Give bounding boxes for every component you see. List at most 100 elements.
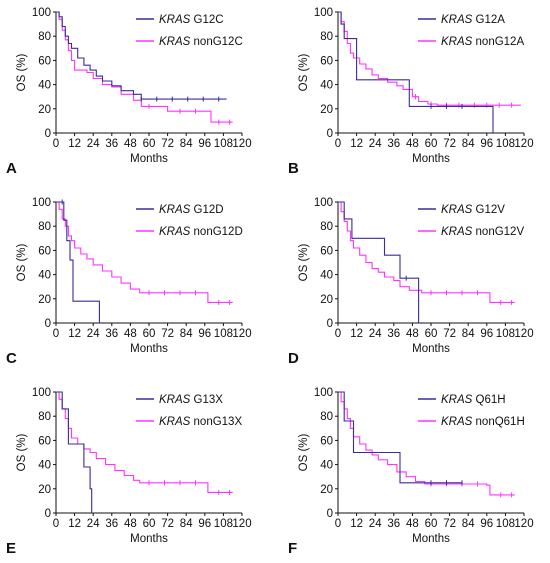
y-tick-label: 60	[320, 55, 333, 67]
y-tick-label: 60	[38, 245, 51, 257]
legend-label: KRAS nonG12C	[159, 36, 243, 48]
x-tick-label: 0	[53, 138, 59, 150]
y-tick-label: 100	[32, 197, 51, 209]
x-tick-label: 108	[214, 518, 233, 530]
x-tick-label: 108	[214, 138, 233, 150]
y-axis-label: OS (%)	[16, 243, 28, 281]
x-tick-label: 12	[350, 518, 363, 530]
x-tick-label: 12	[350, 328, 363, 340]
x-tick-label: 72	[161, 518, 174, 530]
x-tick-label: 72	[161, 328, 174, 340]
x-axis-label: Months	[412, 153, 450, 165]
y-tick-label: 0	[327, 318, 333, 330]
y-tick-label: 0	[327, 128, 333, 140]
km-curve-mutant	[338, 391, 462, 484]
x-tick-label: 84	[462, 138, 475, 150]
x-tick-label: 72	[443, 138, 456, 150]
x-tick-label: 24	[87, 138, 100, 150]
x-tick-label: 24	[87, 328, 100, 340]
legend-label: KRAS nonG13X	[159, 416, 242, 428]
km-curve-non-mutant	[338, 11, 521, 106]
km-curve-non-mutant	[56, 391, 233, 493]
legend-label: KRAS nonQ61H	[441, 416, 525, 428]
y-tick-label: 0	[327, 508, 333, 520]
x-tick-label: 84	[180, 518, 193, 530]
x-tick-label: 108	[496, 328, 515, 340]
panel-label: B	[288, 160, 299, 177]
y-tick-label: 40	[320, 80, 333, 92]
panel-e: 0 20 40 60 80 100 0 12 24 36 48 60 72 84 96 108 120 Month…	[6, 387, 252, 557]
panel-b: 0 20 40 60 80 100 0 12 24 36 48 60 72 84 96 108 120 Month…	[288, 7, 534, 177]
x-tick-label: 108	[496, 138, 515, 150]
x-tick-label: 96	[198, 518, 211, 530]
x-tick-label: 60	[425, 138, 438, 150]
x-tick-label: 48	[406, 138, 419, 150]
y-tick-label: 20	[320, 104, 333, 116]
x-tick-label: 96	[480, 518, 493, 530]
km-curve-non-mutant	[56, 201, 233, 303]
x-tick-label: 0	[335, 138, 341, 150]
x-tick-label: 120	[232, 518, 251, 530]
x-tick-label: 96	[480, 138, 493, 150]
y-tick-label: 20	[320, 294, 333, 306]
legend-label: KRAS G12V	[441, 204, 505, 216]
km-curve-non-mutant	[338, 391, 515, 496]
y-tick-label: 100	[32, 7, 51, 19]
x-tick-label: 36	[387, 138, 400, 150]
y-axis-label: OS (%)	[298, 433, 310, 471]
x-tick-label: 12	[350, 138, 363, 150]
x-tick-label: 24	[369, 138, 382, 150]
x-tick-label: 36	[105, 138, 118, 150]
legend-label: KRAS Q61H	[441, 394, 506, 406]
y-tick-label: 40	[320, 270, 333, 282]
x-tick-label: 72	[161, 138, 174, 150]
y-tick-label: 20	[38, 294, 51, 306]
y-tick-label: 60	[38, 55, 51, 67]
x-tick-label: 84	[462, 518, 475, 530]
y-tick-label: 100	[314, 387, 333, 399]
km-curve-mutant	[338, 11, 494, 133]
panel-label: D	[288, 350, 299, 367]
y-tick-label: 20	[38, 484, 51, 496]
x-tick-label: 36	[387, 518, 400, 530]
x-tick-label: 24	[369, 518, 382, 530]
x-tick-label: 120	[514, 328, 533, 340]
y-tick-label: 80	[38, 31, 51, 43]
x-tick-label: 12	[68, 328, 81, 340]
x-tick-label: 48	[124, 328, 137, 340]
panel-a: 0 20 40 60 80 100 0 12 24 36 48 60 72 84 96 108 120 Month…	[6, 7, 252, 177]
x-tick-label: 72	[443, 518, 456, 530]
x-axis-label: Months	[130, 533, 168, 545]
x-tick-label: 108	[214, 328, 233, 340]
y-tick-label: 0	[45, 508, 51, 520]
x-axis-label: Months	[412, 533, 450, 545]
panel-d: 0 20 40 60 80 100 0 12 24 36 48 60 72 84 96 108 120 Month…	[288, 197, 534, 367]
y-tick-label: 80	[320, 411, 333, 423]
y-tick-label: 20	[320, 484, 333, 496]
x-tick-label: 120	[514, 518, 533, 530]
x-tick-label: 60	[425, 328, 438, 340]
x-tick-label: 12	[68, 138, 81, 150]
km-curve-mutant	[56, 201, 100, 323]
y-tick-label: 100	[314, 7, 333, 19]
x-tick-label: 60	[143, 328, 156, 340]
legend-label: KRAS G13X	[159, 394, 223, 406]
x-tick-label: 48	[406, 518, 419, 530]
x-tick-label: 48	[124, 518, 137, 530]
x-axis-label: Months	[130, 343, 168, 355]
y-tick-label: 80	[320, 31, 333, 43]
legend-label: KRAS G12A	[441, 14, 505, 26]
x-axis-label: Months	[412, 343, 450, 355]
x-tick-label: 108	[496, 518, 515, 530]
y-tick-label: 100	[32, 387, 51, 399]
x-tick-label: 0	[53, 328, 59, 340]
x-tick-label: 48	[406, 328, 419, 340]
y-tick-label: 80	[320, 221, 333, 233]
x-tick-label: 24	[87, 518, 100, 530]
legend-label: KRAS nonG12D	[159, 226, 243, 238]
x-tick-label: 96	[198, 328, 211, 340]
panel-f: 0 20 40 60 80 100 0 12 24 36 48 60 72 84 96 108 120 Month…	[288, 387, 534, 557]
km-curve-mutant	[56, 391, 93, 513]
panel-label: A	[6, 160, 17, 177]
